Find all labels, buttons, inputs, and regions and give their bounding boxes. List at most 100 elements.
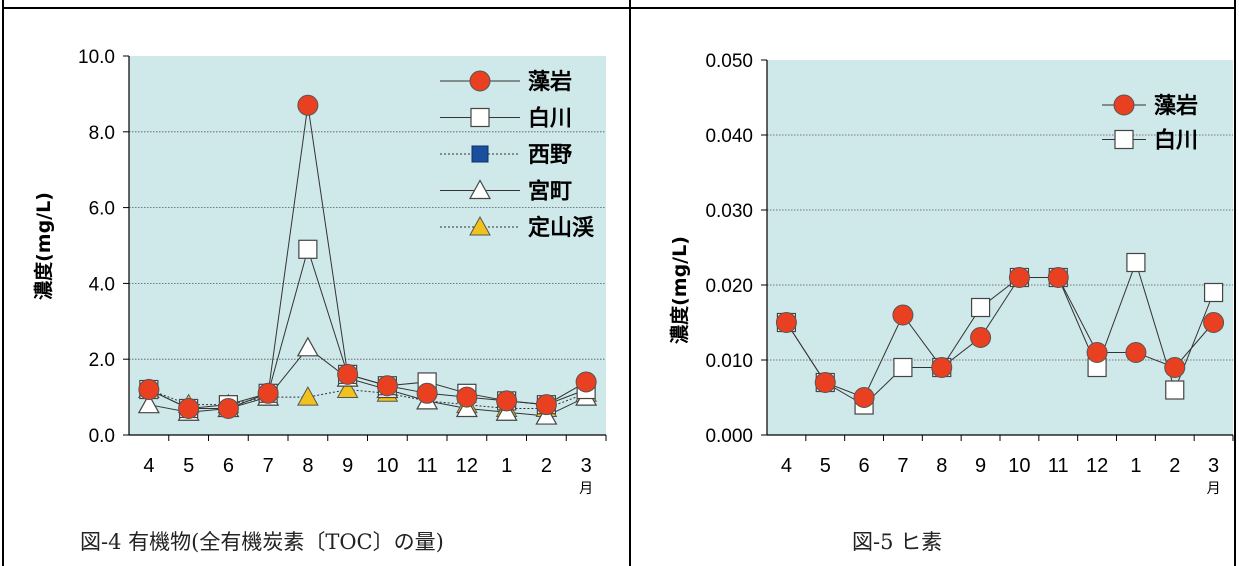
chart-1-legend-label: 西野: [528, 143, 572, 168]
chart-1-plot-area: [129, 56, 606, 435]
chart-2-point: [1047, 267, 1069, 288]
chart-1-ytick-label: 6.0: [89, 199, 115, 220]
chart-1-xtick-label: 4: [143, 455, 154, 477]
chart-1-xtick-label: 1: [501, 455, 512, 477]
chart-2-point: [893, 357, 913, 378]
chart-2-point: [1164, 357, 1186, 378]
chart-1-ytick-label: 0.0: [89, 426, 115, 447]
chart-1-xtick-label: 5: [183, 455, 194, 477]
chart-1-legend-label: 藻岩: [528, 70, 572, 95]
chart-1-legend-marker: [471, 145, 489, 163]
chart-1-legend-marker: [470, 107, 490, 128]
chart-1: 0.02.04.06.08.010.04 5 6 7 8 9 10 11 12 1 2 3月濃度(mg…: [32, 47, 607, 497]
chart-1-ytick-label: 2.0: [89, 350, 115, 371]
chart-2-xtick-label: 3: [1208, 455, 1219, 477]
chart-1-point: [456, 386, 478, 408]
chart-1-legend-label: 宮町: [528, 179, 572, 205]
chart-2-legend-marker: [1114, 129, 1134, 150]
chart-2-ytick-label: 0.020: [705, 276, 753, 297]
chart-1-point: [575, 371, 597, 393]
chart-2-month-unit: 月: [1207, 481, 1221, 497]
chart-1-point: [257, 382, 279, 404]
chart-1-point: [297, 94, 319, 116]
chart-2-xtick-label: 2: [1169, 455, 1180, 477]
chart-2-xtick-label: 12: [1086, 455, 1108, 477]
chart-2-ytick-label: 0.040: [705, 126, 753, 147]
chart-1-xtick-label: 10: [376, 455, 398, 477]
chart-2-xtick-label: 4: [781, 455, 792, 477]
chart-1-xtick-label: 2: [541, 455, 552, 477]
chart-2-ytick-label: 0.010: [705, 351, 753, 372]
chart-2-xtick-label: 6: [859, 455, 870, 477]
chart-1-point: [217, 397, 239, 419]
chart-2-point: [970, 327, 992, 348]
chart-2-point: [1203, 312, 1225, 333]
chart-2-legend-marker: [1113, 94, 1135, 116]
chart-1-legend-label: 定山渓: [528, 215, 595, 241]
chart-1-y-axis-label: 濃度(mg/L): [32, 192, 55, 300]
chart-2-point: [970, 297, 991, 318]
chart-2-point: [1203, 282, 1224, 303]
chart-2-caption: 図-5 ヒ素: [852, 530, 943, 554]
chart-2-point: [814, 372, 836, 393]
chart-1-point: [296, 336, 319, 357]
chart-1-xtick-label: 9: [342, 455, 353, 477]
chart-1-ytick-label: 8.0: [89, 123, 115, 144]
table-border-top: [2, 7, 1235, 9]
chart-1-point: [138, 379, 160, 401]
chart-1-ytick-label: 10.0: [78, 47, 115, 68]
chart-2-point: [1008, 267, 1030, 288]
chart-2-point: [1125, 342, 1147, 363]
chart-1-ytick-label: 4.0: [89, 274, 115, 295]
chart-2-plot-area: [767, 60, 1233, 435]
chart-1-point: [535, 394, 557, 416]
chart-1-point: [297, 386, 319, 406]
chart-1-legend-label: 白川: [528, 106, 572, 132]
chart-2-legend-label: 藻岩: [1154, 94, 1198, 119]
chart-2-point: [1086, 342, 1108, 363]
chart-2-point: [853, 387, 875, 408]
chart-2-legend-label: 白川: [1154, 128, 1198, 154]
chart-1-legend-marker: [468, 179, 492, 200]
table-border-left: [2, 0, 4, 566]
chart-2-ytick-label: 0.000: [705, 426, 753, 447]
chart-1-xtick-label: 12: [456, 455, 478, 477]
chart-1-legend-marker: [469, 70, 491, 92]
chart-1-point: [376, 375, 398, 397]
chart-2-xtick-label: 8: [936, 455, 947, 477]
chart-1-point: [178, 397, 200, 419]
chart-1-xtick-label: 7: [263, 455, 274, 477]
chart-2-xtick-label: 1: [1130, 455, 1141, 477]
chart-2-xtick-label: 10: [1008, 455, 1030, 477]
chart-2-point: [931, 357, 953, 378]
chart-2-xtick-label: 11: [1048, 455, 1069, 477]
chart-1-xtick-label: 3: [581, 455, 592, 477]
chart-1-point: [298, 239, 318, 259]
table-border-right: [1234, 0, 1236, 566]
chart-1-point: [137, 393, 160, 414]
chart-1-point: [496, 390, 518, 412]
chart-2-point: [775, 312, 797, 333]
chart-2-ytick-label: 0.050: [705, 51, 753, 72]
chart-1-point: [336, 378, 359, 399]
chart-2-point: [1165, 380, 1185, 400]
chart-1-legend-marker: [469, 215, 491, 236]
chart-2-point: [1126, 252, 1146, 273]
chart-1-month-unit: 月: [579, 481, 593, 497]
chart-1-xtick-label: 8: [302, 455, 313, 477]
chart-2-point: [892, 304, 914, 326]
chart-2-xtick-label: 5: [820, 455, 831, 477]
chart-2-y-axis-label: 濃度(mg/L): [668, 236, 691, 344]
chart-1-point: [337, 363, 359, 385]
chart-1-xtick-label: 11: [417, 455, 438, 477]
chart-2-ytick-label: 0.030: [705, 201, 753, 222]
chart-1-caption: 図-4 有機物(全有機炭素〔TOC〕の量): [80, 530, 444, 554]
chart-1-point: [416, 382, 438, 404]
chart-2-xtick-label: 9: [975, 455, 986, 477]
chart-1-xtick-label: 6: [223, 455, 234, 477]
table-border-middle: [629, 0, 631, 566]
chart-2-xtick-label: 7: [897, 455, 908, 477]
